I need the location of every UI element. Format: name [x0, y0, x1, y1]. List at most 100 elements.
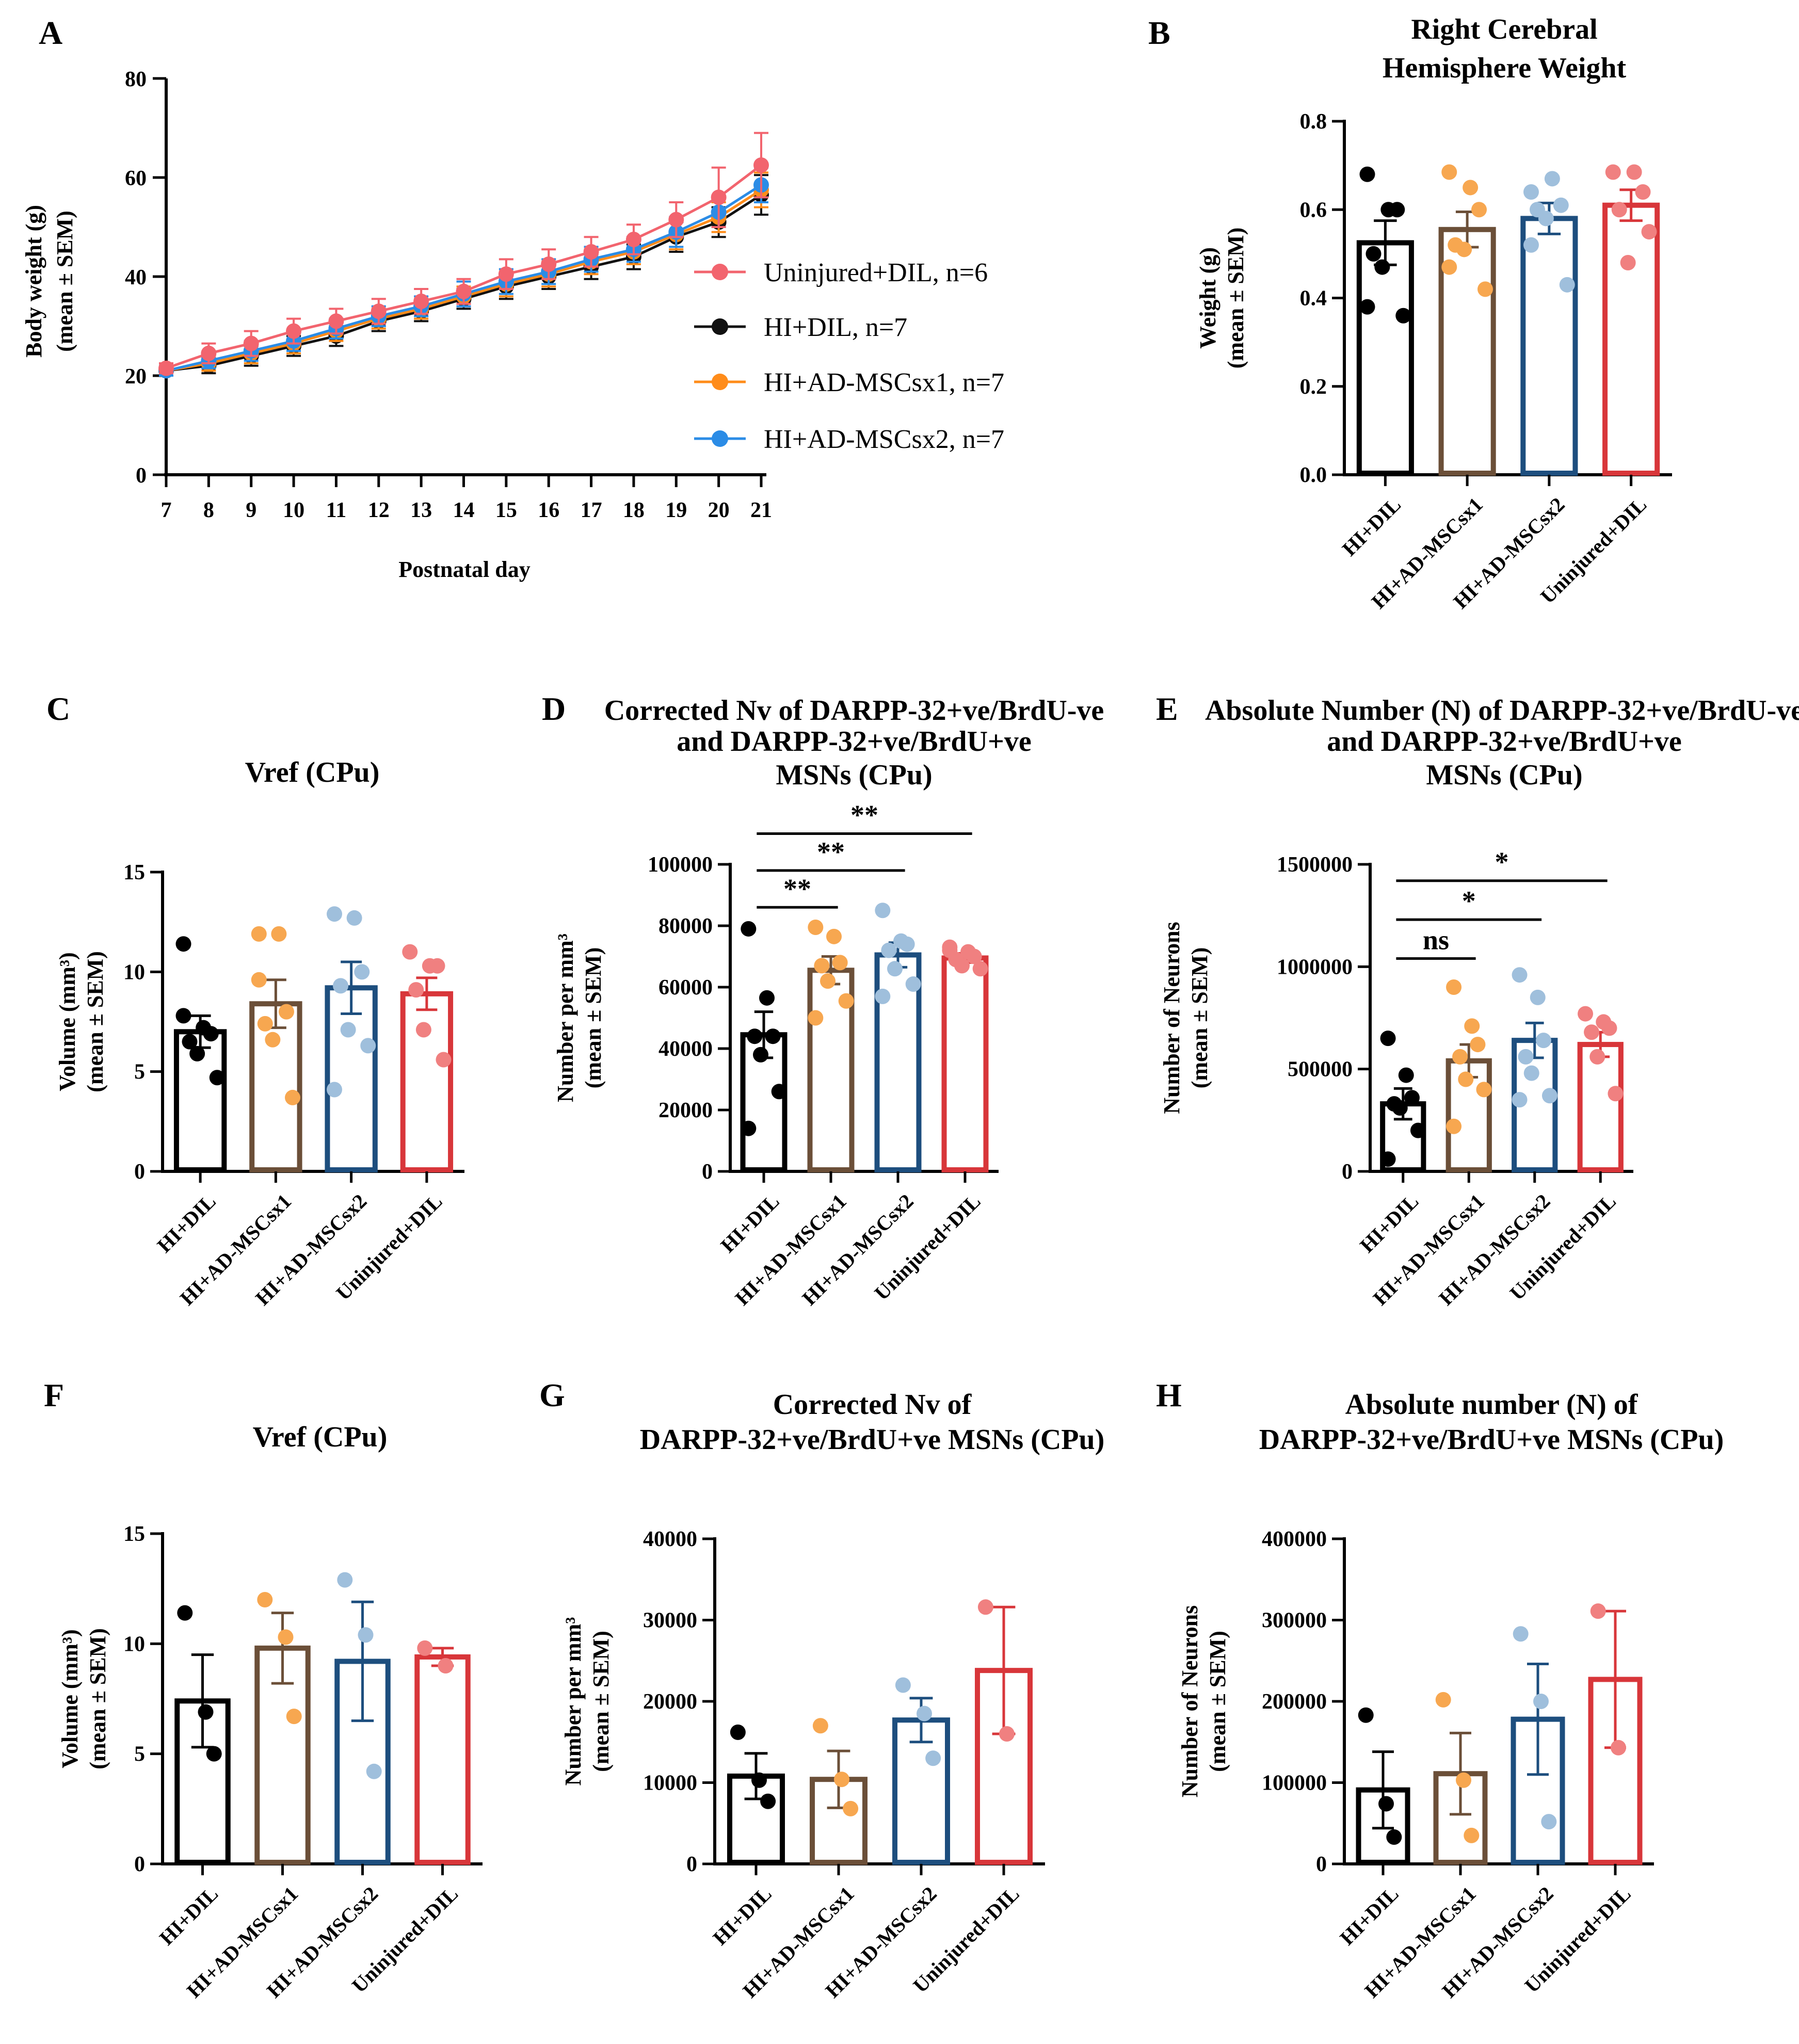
chart-title-line: Absolute Number (N) of DARPP-32+ve/BrdU-… — [1205, 695, 1799, 727]
data-point — [905, 976, 921, 992]
x-tick-label: 12 — [368, 498, 390, 522]
legend-entry-1: HI+DIL, n=7 — [694, 313, 907, 342]
data-point — [1530, 989, 1546, 1005]
y-tick-label: 40 — [125, 266, 147, 289]
y-axis-title: Volume (mm³) (mean ± SEM) — [55, 951, 108, 1092]
data-point — [875, 988, 891, 1004]
y-tick-label: 400000 — [1262, 1527, 1327, 1551]
y-tick-label: 300000 — [1262, 1609, 1327, 1633]
y-tick-label: 80000 — [658, 914, 713, 938]
y-tick-label: 0 — [134, 1853, 145, 1876]
data-point — [741, 921, 757, 937]
data-point — [415, 1022, 431, 1038]
bar-group-2 — [1512, 967, 1558, 1172]
legend-label: Uninjured+DIL, n=6 — [764, 258, 988, 287]
data-point — [1463, 180, 1479, 196]
x-tick-label: 10 — [283, 498, 304, 522]
bar-group-2 — [874, 903, 922, 1173]
data-point — [1605, 164, 1621, 180]
x-category: HI+DIL — [153, 1189, 220, 1257]
data-point — [1541, 1088, 1557, 1104]
data-point — [265, 1032, 281, 1048]
data-point — [1544, 171, 1560, 187]
data-point — [243, 335, 259, 351]
bar-group-1 — [1438, 164, 1496, 476]
y-tick-label: 20 — [125, 365, 147, 389]
y-tick-label: 15 — [123, 861, 145, 884]
y-axis-title-line2: (mean ± SEM) — [83, 951, 108, 1092]
chart-title-line: Hemisphere Weight — [1383, 52, 1627, 84]
y-axis-title-line1: Number per mm³ — [553, 934, 578, 1102]
y-tick-label: 15 — [123, 1522, 145, 1546]
data-point — [1523, 1065, 1539, 1081]
data-point — [753, 157, 769, 173]
data-point — [895, 1677, 911, 1693]
x-tick-label: HI+AD-MSCsx1 — [730, 1189, 850, 1310]
data-point — [759, 990, 775, 1006]
data-point — [271, 926, 287, 942]
chart-title-line: and DARPP-32+ve/BrdU+ve — [677, 726, 1032, 758]
y-tick-label: 0.8 — [1300, 110, 1327, 134]
data-point — [1452, 1049, 1468, 1065]
x-tick-label: HI+AD-MSCsx1 — [1369, 1189, 1489, 1310]
x-tick-label: 13 — [410, 498, 432, 522]
bar — [325, 985, 378, 1173]
legend-label: HI+AD-MSCsx2, n=7 — [764, 425, 1004, 454]
panel-label-f: F — [44, 1377, 64, 1413]
data-point — [346, 910, 362, 926]
data-point — [371, 303, 387, 319]
y-tick-label: 60000 — [658, 976, 713, 1000]
data-point — [1620, 255, 1636, 270]
y-axis-title-line1: Body weight (g) — [21, 205, 46, 358]
y-axis-title-line1: Volume (mm³) — [55, 952, 80, 1091]
significance-label: * — [1462, 886, 1476, 916]
data-point — [1398, 1067, 1414, 1083]
data-point — [1512, 967, 1528, 983]
y-tick-label: 0 — [136, 464, 147, 488]
x-tick-label: HI+DIL — [1355, 1189, 1423, 1257]
data-point — [1392, 1100, 1408, 1116]
data-point — [1471, 202, 1487, 218]
legend-entry-3: HI+AD-MSCsx2, n=7 — [694, 425, 1004, 454]
data-point — [286, 323, 302, 339]
data-point — [175, 936, 191, 952]
x-category: HI+AD-MSCsx2 — [797, 1189, 918, 1310]
legend-marker — [712, 318, 728, 335]
data-point — [175, 1008, 191, 1024]
data-point — [1441, 259, 1457, 275]
bar-group-0 — [1356, 1707, 1410, 1865]
y-axis-title-line1: Volume (mm³) — [57, 1629, 83, 1768]
y-tick-label: 5 — [134, 1743, 145, 1766]
bar — [1520, 216, 1578, 476]
data-point — [1441, 164, 1457, 180]
x-category: HI+DIL — [1335, 1882, 1403, 1950]
data-point — [402, 944, 418, 960]
y-tick-label: 1500000 — [1277, 853, 1353, 877]
data-point — [1464, 1018, 1480, 1034]
data-point — [340, 1022, 356, 1038]
data-point — [1380, 1151, 1396, 1167]
data-point — [286, 1709, 302, 1725]
series-0 — [158, 132, 769, 376]
y-axis-title-line1: Number of Neurons — [1159, 922, 1184, 1114]
legend-entry-2: HI+AD-MSCsx1, n=7 — [694, 368, 1004, 397]
y-axis-title-line2: (mean ± SEM) — [581, 947, 606, 1088]
data-point — [771, 1084, 787, 1100]
data-point — [942, 942, 958, 958]
x-category: HI+DIL — [708, 1882, 776, 1950]
data-point — [189, 1045, 205, 1061]
y-tick-label: 0.2 — [1300, 375, 1327, 399]
data-point — [711, 189, 727, 205]
y-tick-label: 0 — [1316, 1853, 1327, 1876]
data-point — [408, 982, 424, 998]
y-tick-label: 0 — [686, 1853, 697, 1876]
data-point — [541, 256, 557, 272]
significance-label: ** — [817, 836, 845, 867]
data-point — [417, 1640, 433, 1656]
y-tick-label: 0.6 — [1300, 198, 1327, 222]
bar-group-3 — [1602, 164, 1660, 476]
x-tick-label: 16 — [538, 498, 559, 522]
chart-a: 0 20 40 60 80 7 8 9 10 11 12 13 14 15 16 17 18 19 20 21 Post… — [21, 68, 1004, 582]
data-point — [1476, 1082, 1492, 1098]
